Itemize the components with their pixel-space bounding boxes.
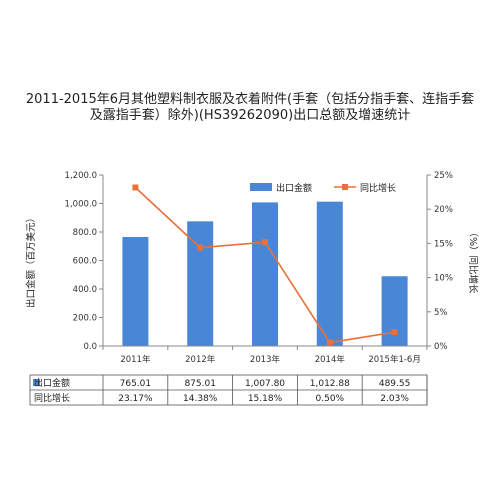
x-tick-label: 2012年 bbox=[185, 354, 216, 365]
legend-line-label: 同比增长 bbox=[360, 182, 396, 194]
y2-tick-label: 25% bbox=[434, 171, 453, 181]
y2-tick-label: 10% bbox=[434, 274, 453, 284]
data-table-cell: 15.18% bbox=[248, 394, 283, 404]
bar-2 bbox=[252, 202, 278, 346]
y-tick-label: 200.0 bbox=[73, 314, 97, 324]
data-table-cell: 23.17% bbox=[118, 394, 153, 404]
y-axis-title: 出口金额（百万美元） bbox=[25, 213, 37, 308]
y-tick-label: 1,000.0 bbox=[65, 200, 97, 210]
y-tick-label: 0.0 bbox=[83, 342, 97, 352]
legend-bar-swatch bbox=[250, 183, 272, 191]
data-table-row-label: 出口金额 bbox=[34, 377, 70, 389]
bar-1 bbox=[187, 221, 214, 346]
data-table-cell: 875.01 bbox=[184, 379, 216, 389]
data-table-cell: 1,012.88 bbox=[310, 379, 350, 389]
x-tick-label: 2013年 bbox=[250, 354, 281, 365]
legend-line-marker bbox=[342, 184, 348, 190]
y2-tick-label: 15% bbox=[434, 239, 453, 249]
y2-tick-label: 0% bbox=[434, 342, 448, 352]
y-tick-label: 1,200.0 bbox=[65, 171, 97, 181]
y-tick-label: 400.0 bbox=[73, 285, 97, 295]
y2-tick-label: 20% bbox=[434, 205, 453, 215]
data-table-cell: 0.50% bbox=[316, 394, 345, 404]
data-table-row-label: 同比增长 bbox=[34, 392, 70, 404]
chart-title: 2011-2015年6月其他塑料制衣服及衣着附件(手套（包括分指手套、连指手套及… bbox=[25, 92, 475, 123]
y2-tick-label: 5% bbox=[434, 308, 448, 318]
growth-point-0 bbox=[132, 184, 139, 191]
y-tick-label: 800.0 bbox=[73, 228, 97, 238]
data-table-cell: 489.55 bbox=[379, 379, 411, 389]
data-table-cell: 1,007.80 bbox=[245, 379, 285, 389]
growth-point-2 bbox=[262, 239, 268, 246]
growth-point-4 bbox=[391, 329, 398, 336]
bar-3 bbox=[316, 201, 343, 346]
growth-point-1 bbox=[197, 244, 204, 251]
x-tick-label: 2011年 bbox=[120, 354, 151, 365]
data-table-cell: 765.01 bbox=[120, 379, 152, 389]
legend-bar-label: 出口金额 bbox=[276, 182, 312, 194]
growth-point-3 bbox=[326, 339, 333, 346]
x-tick-label: 2014年 bbox=[315, 354, 346, 365]
y-tick-label: 600.0 bbox=[73, 257, 97, 267]
data-table-cell: 14.38% bbox=[183, 394, 218, 404]
y2-axis-title: （%）同比增长 bbox=[467, 227, 479, 294]
bar-0 bbox=[122, 236, 149, 346]
bar-4 bbox=[381, 276, 408, 346]
data-table-cell: 2.03% bbox=[380, 394, 409, 404]
data-table-swatch bbox=[33, 379, 40, 386]
x-tick-label: 2015年1-6月 bbox=[368, 354, 421, 365]
